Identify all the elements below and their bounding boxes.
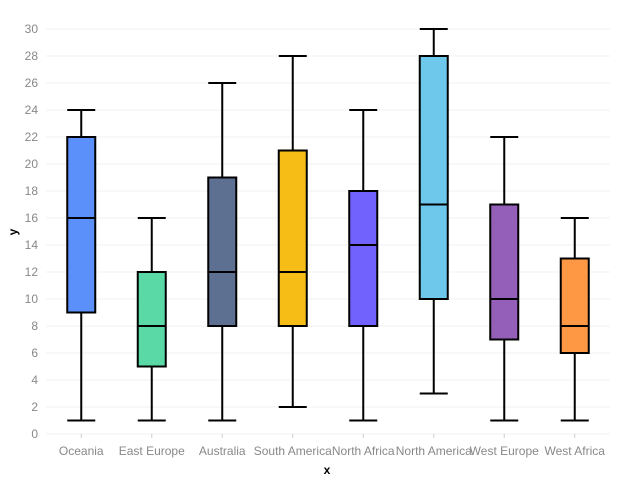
box-series	[66, 28, 590, 422]
box-east-europe	[136, 217, 167, 422]
box-australia	[207, 82, 238, 422]
y-tick-label: 26	[25, 76, 39, 90]
x-tick-label: West Africa	[545, 444, 606, 458]
y-tick-label: 28	[25, 49, 39, 63]
iqr-box	[136, 271, 167, 368]
x-tick-label: Oceania	[59, 444, 104, 458]
iqr-box	[418, 55, 449, 300]
box-south-america	[277, 55, 308, 408]
box-north-africa	[348, 109, 379, 422]
y-tick-label: 24	[25, 103, 39, 117]
y-tick-label: 10	[25, 292, 39, 306]
x-tick-label: North Africa	[332, 444, 395, 458]
y-tick-label: 14	[25, 238, 39, 252]
x-tick-label: North America	[396, 444, 472, 458]
box-north-america	[418, 28, 449, 395]
box-west-europe	[489, 136, 520, 422]
iqr-box	[559, 257, 590, 354]
y-tick-label: 8	[31, 319, 38, 333]
box-west-africa	[559, 217, 590, 422]
y-tick-label: 20	[25, 157, 39, 171]
y-tick-label: 6	[31, 346, 38, 360]
x-tick-label: West Europe	[470, 444, 539, 458]
y-tick-label: 22	[25, 130, 39, 144]
iqr-box	[207, 176, 238, 327]
grid-lines	[46, 28, 610, 435]
y-tick-label: 12	[25, 265, 39, 279]
x-axis-ticks: Oceania East Europe Australia South America…	[59, 434, 605, 458]
y-tick-label: 0	[31, 427, 38, 441]
x-axis-title: x	[324, 463, 331, 477]
y-tick-label: 2	[31, 400, 38, 414]
y-tick-label: 4	[31, 373, 38, 387]
y-tick-label: 30	[25, 22, 39, 36]
y-axis-title: y	[6, 228, 20, 235]
iqr-box	[277, 149, 308, 327]
x-tick-label: Australia	[199, 444, 246, 458]
iqr-box	[489, 203, 520, 341]
box-oceania	[66, 109, 97, 422]
iqr-box	[348, 190, 379, 327]
x-tick-label: South America	[254, 444, 332, 458]
y-tick-label: 18	[25, 184, 39, 198]
iqr-box	[66, 136, 97, 314]
y-tick-label: 16	[25, 211, 39, 225]
x-tick-label: East Europe	[119, 444, 185, 458]
